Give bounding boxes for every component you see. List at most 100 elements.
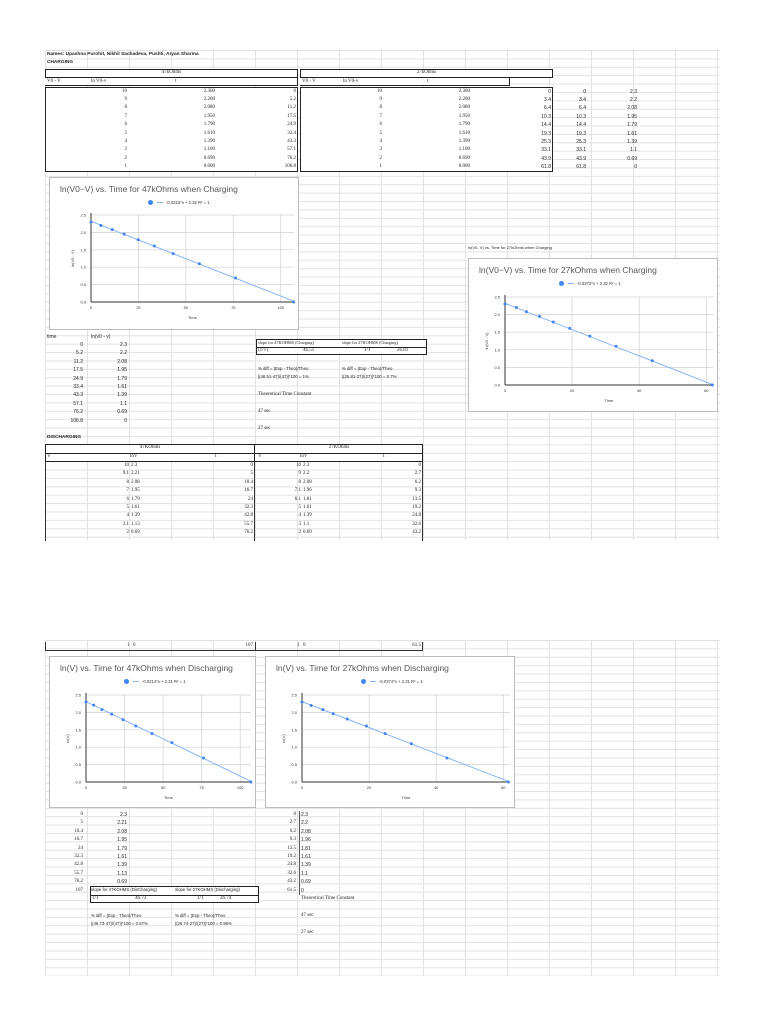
slope-label[interactable]: 1/T: [364, 348, 371, 353]
cell-t[interactable]: 24.9: [287, 122, 296, 128]
col-header[interactable]: ln V0-v: [91, 78, 107, 84]
cell-time[interactable]: 33.4: [73, 384, 83, 390]
cell-v0-minus-v[interactable]: 9: [379, 96, 383, 102]
cell-v0-minus-v[interactable]: 8: [124, 105, 128, 111]
cell-t[interactable]: 13.5: [412, 496, 421, 502]
cell-ln[interactable]: 0.69: [627, 155, 637, 162]
cell-ln[interactable]: 2.300: [203, 88, 215, 94]
cell-time[interactable]: 24.9: [73, 375, 83, 382]
cell-time[interactable]: 61.8: [576, 164, 586, 171]
cell-time[interactable]: 76.2: [74, 879, 83, 885]
cell-ln[interactable]: 1.100: [203, 147, 215, 153]
slope-label[interactable]: (1/T): [258, 348, 269, 353]
cell-lnv[interactable]: 2.08: [131, 479, 140, 485]
cell-time[interactable]: 61.5: [287, 887, 296, 893]
cell-ln[interactable]: 0.000: [203, 164, 215, 170]
cell-ln[interactable]: 2.3: [301, 812, 308, 818]
cell-t[interactable]: 106.8: [284, 164, 296, 170]
cell-time[interactable]: 0: [80, 812, 84, 817]
cell-t[interactable]: 19.2: [412, 505, 421, 510]
cell-v0-minus-v[interactable]: 10: [122, 88, 127, 94]
chart-27k-charging[interactable]: ln(V0−V) vs. Time for 27kOhms when Charg…: [468, 258, 718, 412]
col-header[interactable]: V: [47, 453, 51, 459]
cell-time[interactable]: 33.1: [576, 147, 586, 154]
cell-lnv[interactable]: 1.13: [131, 521, 140, 527]
cell-ln[interactable]: 2.2: [630, 96, 637, 103]
cell-t[interactable]: 2.7: [414, 471, 421, 477]
cell-t[interactable]: 43.3: [287, 138, 296, 144]
cell-ln[interactable]: 1.39: [301, 862, 311, 869]
slope-header[interactable]: slope for 27KOHMS (Discharging): [175, 887, 240, 892]
cell-ln[interactable]: 1.61: [117, 854, 127, 860]
cell-t[interactable]: 61.8: [541, 164, 551, 171]
cell-ln[interactable]: 0: [634, 164, 637, 171]
cell-lnv[interactable]: 1.95: [131, 488, 140, 494]
cell-v0-minus-v[interactable]: 7: [124, 113, 128, 119]
cell-lnv[interactable]: 0.69: [303, 530, 312, 536]
cell-lnv[interactable]: 1.61: [131, 505, 140, 510]
cell-t[interactable]: 61.5: [412, 643, 421, 648]
cell-time[interactable]: 107: [75, 887, 84, 893]
slope-header[interactable]: slope for 27KOHMS (Charging): [342, 340, 398, 345]
cell-time[interactable]: 25.3: [576, 138, 586, 145]
cell-ln[interactable]: 1.95: [117, 837, 127, 844]
pdiff-result[interactable]: |(46.73-47)/(47)|*100 = 0.57%: [91, 921, 148, 926]
cell-ln[interactable]: 2.080: [458, 105, 470, 111]
cell-time[interactable]: 32.3: [74, 854, 83, 859]
cell-v0-minus-v[interactable]: 2: [379, 155, 383, 161]
cell-t[interactable]: 43.9: [541, 155, 551, 162]
cell-lnv[interactable]: 0.69: [131, 530, 140, 536]
cell-t[interactable]: 3.4: [544, 96, 551, 103]
col-header[interactable]: ln(v0 - v): [91, 334, 111, 340]
cell-v[interactable]: 4: [126, 513, 130, 519]
cell-t[interactable]: 32.6: [412, 521, 421, 527]
cell-ln[interactable]: 2.08: [301, 828, 311, 835]
cell-v0-minus-v[interactable]: 8: [379, 105, 383, 111]
cell-lnv[interactable]: 1.79: [131, 496, 140, 502]
pdiff-result[interactable]: |(46.51-47)/(47)|*100 = 1%: [258, 374, 309, 379]
cell-v[interactable]: 2: [298, 530, 302, 536]
pdiff-result[interactable]: |(26.74-27)/(27)|*100 = 0.96%: [175, 921, 232, 926]
cell-t[interactable]: 0: [293, 88, 297, 94]
cell-t[interactable]: 33.1: [541, 147, 551, 154]
cell-t[interactable]: 11.2: [287, 105, 296, 111]
table-title[interactable]: 27kOhms: [416, 70, 437, 75]
cell-v0-minus-v[interactable]: 10: [377, 88, 382, 94]
cell-v0-minus-v[interactable]: 3: [124, 147, 128, 153]
cell-t[interactable]: 76.2: [287, 155, 296, 161]
cell-time[interactable]: 5: [80, 820, 84, 826]
slope-value[interactable]: 46.73: [135, 896, 147, 901]
col-header[interactable]: lnV: [300, 453, 308, 459]
table-title[interactable]: 47kOhms: [161, 70, 182, 75]
cell-lnv[interactable]: 0: [133, 643, 136, 648]
cell-t[interactable]: 10.4: [244, 479, 253, 485]
cell-lnv[interactable]: 1.61: [303, 505, 312, 510]
cell-ln[interactable]: 2.08: [117, 358, 127, 365]
cell-ln[interactable]: 1.100: [458, 147, 470, 153]
cell-v[interactable]: 5: [126, 505, 130, 510]
cell-t[interactable]: 0: [250, 463, 254, 468]
cell-v[interactable]: 1: [127, 643, 130, 648]
cell-t[interactable]: 107: [245, 643, 254, 648]
cell-v[interactable]: 4: [298, 513, 302, 519]
cell-t[interactable]: 24: [248, 496, 253, 502]
cell-ln[interactable]: 1.13: [117, 870, 127, 877]
cell-lnv[interactable]: 1.39: [131, 513, 140, 519]
cell-ln[interactable]: 1.1: [630, 147, 637, 154]
cell-t[interactable]: 5: [250, 471, 254, 477]
discharging-heading[interactable]: DISCHARGING: [47, 435, 82, 440]
cell-ln[interactable]: 1.61: [627, 130, 637, 137]
cell-ln[interactable]: 1.79: [627, 122, 637, 129]
col-header[interactable]: t: [175, 78, 177, 84]
cell-t[interactable]: 55.7: [244, 521, 253, 527]
cell-t[interactable]: 0: [418, 463, 422, 468]
theo-value[interactable]: 47 sec: [258, 409, 271, 414]
col-header[interactable]: time: [47, 334, 57, 340]
cell-t[interactable]: 17.5: [287, 113, 296, 119]
cell-t[interactable]: 6.4: [544, 105, 551, 112]
cell-ln[interactable]: 1.39: [117, 862, 127, 869]
cell-v0-minus-v[interactable]: 4: [379, 138, 383, 144]
cell-time[interactable]: 0: [293, 812, 297, 817]
pdiff-result[interactable]: |(26.81-27)/(27)|*100 = 0.7%: [342, 374, 397, 379]
cell-ln[interactable]: 1.95: [627, 113, 637, 120]
